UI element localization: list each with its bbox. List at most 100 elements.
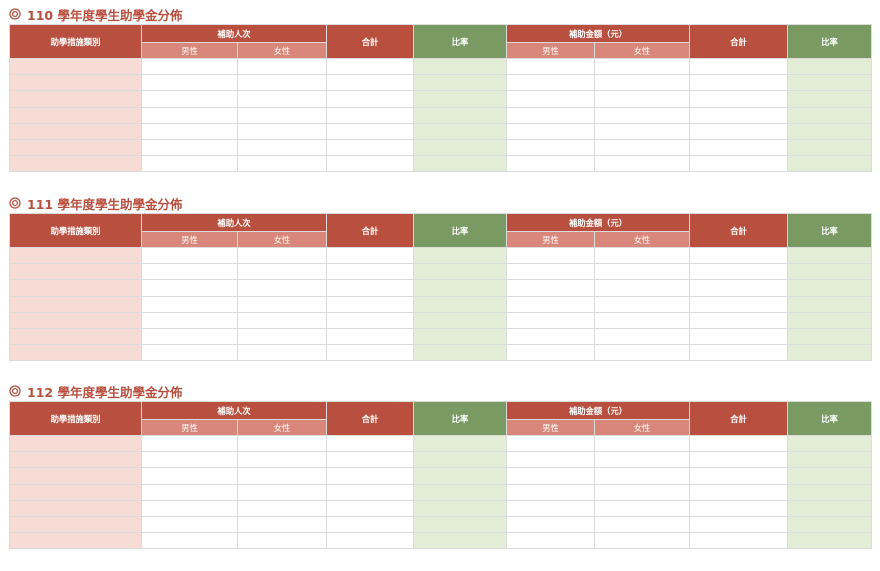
col-header-amount-female: 女性	[594, 42, 691, 59]
cell-people-total	[326, 138, 415, 157]
report-section: 111 學年度學生助學金分佈 助學措施類別 補助人次 合計 比率 補助金額（元）…	[9, 193, 873, 362]
cell-amount-female	[594, 138, 691, 157]
cell-amount-ratio	[787, 155, 873, 173]
cell-amount-ratio	[787, 74, 873, 92]
cell-amount-total	[689, 57, 789, 76]
cell-people-total	[326, 467, 415, 485]
cell-people-female	[236, 515, 328, 534]
cell-people-ratio	[413, 327, 508, 346]
table-row	[9, 90, 873, 108]
cell-amount-male	[506, 106, 596, 124]
cell-people-ratio	[413, 434, 508, 453]
cell-amount-female	[594, 434, 691, 453]
cell-amount-female	[594, 74, 691, 92]
header-row-top: 助學措施類別 補助人次 合計 比率 補助金額（元） 合計 比率	[9, 213, 873, 248]
col-header-amount-male: 男性	[506, 419, 596, 436]
cell-people-female	[236, 279, 328, 297]
cell-category	[9, 311, 142, 329]
cell-amount-ratio	[787, 467, 873, 485]
cell-amount-ratio	[787, 344, 873, 362]
cell-people-ratio	[413, 483, 508, 501]
cell-amount-total	[689, 138, 789, 157]
cell-amount-ratio	[787, 499, 873, 517]
distribution-table: 助學措施類別 補助人次 合計 比率 補助金額（元） 合計 比率 男性 女性 男性…	[9, 24, 873, 173]
header-row-top: 助學措施類別 補助人次 合計 比率 補助金額（元） 合計 比率	[9, 24, 873, 59]
cell-amount-ratio	[787, 327, 873, 346]
cell-amount-female	[594, 295, 691, 313]
cell-people-ratio	[413, 246, 508, 265]
cell-people-male	[141, 122, 238, 140]
col-header-amount-group: 補助金額（元）	[506, 213, 691, 232]
cell-amount-total	[689, 263, 789, 281]
cell-people-total	[326, 57, 415, 76]
col-header-people-group: 補助人次	[140, 24, 328, 43]
cell-people-total	[326, 122, 415, 140]
cell-category	[9, 483, 142, 501]
section-title: 112 學年度學生助學金分佈	[27, 384, 183, 400]
cell-people-female	[236, 138, 328, 157]
cell-people-female	[236, 483, 328, 501]
report-section: 112 學年度學生助學金分佈 助學措施類別 補助人次 合計 比率 補助金額（元）…	[9, 381, 873, 550]
cell-amount-male	[506, 344, 596, 362]
cell-people-ratio	[413, 311, 508, 329]
header-row-sub: 男性 女性 男性 女性	[10, 419, 872, 436]
cell-people-total	[326, 295, 415, 313]
cell-people-male	[141, 515, 238, 534]
header-row-sub: 男性 女性 男性 女性	[10, 231, 872, 248]
section-title-bar: 110 學年度學生助學金分佈	[9, 4, 871, 24]
col-header-people-ratio: 比率	[413, 401, 508, 436]
cell-category	[9, 532, 142, 550]
cell-amount-total	[689, 451, 789, 469]
cell-people-male	[141, 532, 238, 550]
cell-people-total	[326, 483, 415, 501]
col-header-amount-female: 女性	[594, 231, 691, 248]
cell-people-total	[326, 327, 415, 346]
cell-amount-female	[594, 515, 691, 534]
cell-amount-total	[689, 483, 789, 501]
col-header-people-male: 男性	[141, 231, 238, 248]
cell-people-total	[326, 246, 415, 265]
cell-people-female	[236, 532, 328, 550]
cell-amount-ratio	[787, 90, 873, 108]
cell-amount-female	[594, 155, 691, 173]
cell-people-total	[326, 532, 415, 550]
cell-category	[9, 155, 142, 173]
table-row	[9, 122, 873, 140]
cell-amount-total	[689, 246, 789, 265]
distribution-table: 助學措施類別 補助人次 合計 比率 補助金額（元） 合計 比率 男性 女性 男性…	[9, 401, 873, 550]
cell-people-female	[236, 327, 328, 346]
cell-amount-female	[594, 451, 691, 469]
cell-amount-female	[594, 483, 691, 501]
cell-people-female	[236, 467, 328, 485]
cell-amount-male	[506, 122, 596, 140]
cell-amount-male	[506, 327, 596, 346]
cell-amount-total	[689, 74, 789, 92]
table-row	[9, 515, 873, 534]
cell-amount-male	[506, 483, 596, 501]
cell-amount-ratio	[787, 311, 873, 329]
cell-amount-male	[506, 90, 596, 108]
cell-category	[9, 295, 142, 313]
cell-people-male	[141, 327, 238, 346]
table-row	[9, 451, 873, 469]
cell-people-male	[141, 74, 238, 92]
cell-amount-total	[689, 434, 789, 453]
cell-people-male	[141, 138, 238, 157]
cell-amount-total	[689, 327, 789, 346]
cell-people-female	[236, 263, 328, 281]
col-header-people-group: 補助人次	[140, 401, 328, 420]
cell-amount-male	[506, 451, 596, 469]
cell-amount-ratio	[787, 483, 873, 501]
cell-amount-female	[594, 106, 691, 124]
cell-amount-ratio	[787, 122, 873, 140]
cell-category	[9, 451, 142, 469]
cell-people-ratio	[413, 90, 508, 108]
col-header-people-group: 補助人次	[140, 213, 328, 232]
cell-people-female	[236, 451, 328, 469]
cell-people-total	[326, 434, 415, 453]
cell-category	[9, 106, 142, 124]
cell-people-male	[141, 451, 238, 469]
table-row	[9, 434, 873, 453]
cell-amount-male	[506, 155, 596, 173]
